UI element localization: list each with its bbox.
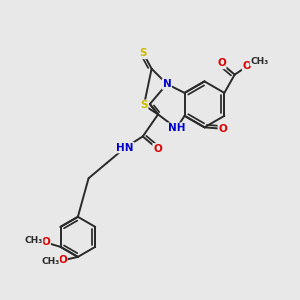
Text: O: O <box>153 144 162 154</box>
Text: O: O <box>217 58 226 68</box>
Text: O: O <box>218 124 227 134</box>
Text: CH₃: CH₃ <box>41 257 59 266</box>
Text: CH₃: CH₃ <box>250 57 268 66</box>
Text: O: O <box>243 61 251 71</box>
Text: HN: HN <box>116 142 134 153</box>
Text: S: S <box>140 48 147 59</box>
Text: CH₃: CH₃ <box>24 236 43 245</box>
Text: O: O <box>58 255 67 266</box>
Text: O: O <box>41 238 50 248</box>
Text: NH: NH <box>168 123 185 133</box>
Text: N: N <box>163 79 171 89</box>
Text: S: S <box>140 100 148 110</box>
